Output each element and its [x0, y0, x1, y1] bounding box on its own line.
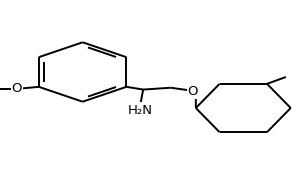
Text: O: O [12, 82, 22, 95]
Text: H₂N: H₂N [128, 104, 153, 117]
Text: O: O [188, 85, 198, 98]
